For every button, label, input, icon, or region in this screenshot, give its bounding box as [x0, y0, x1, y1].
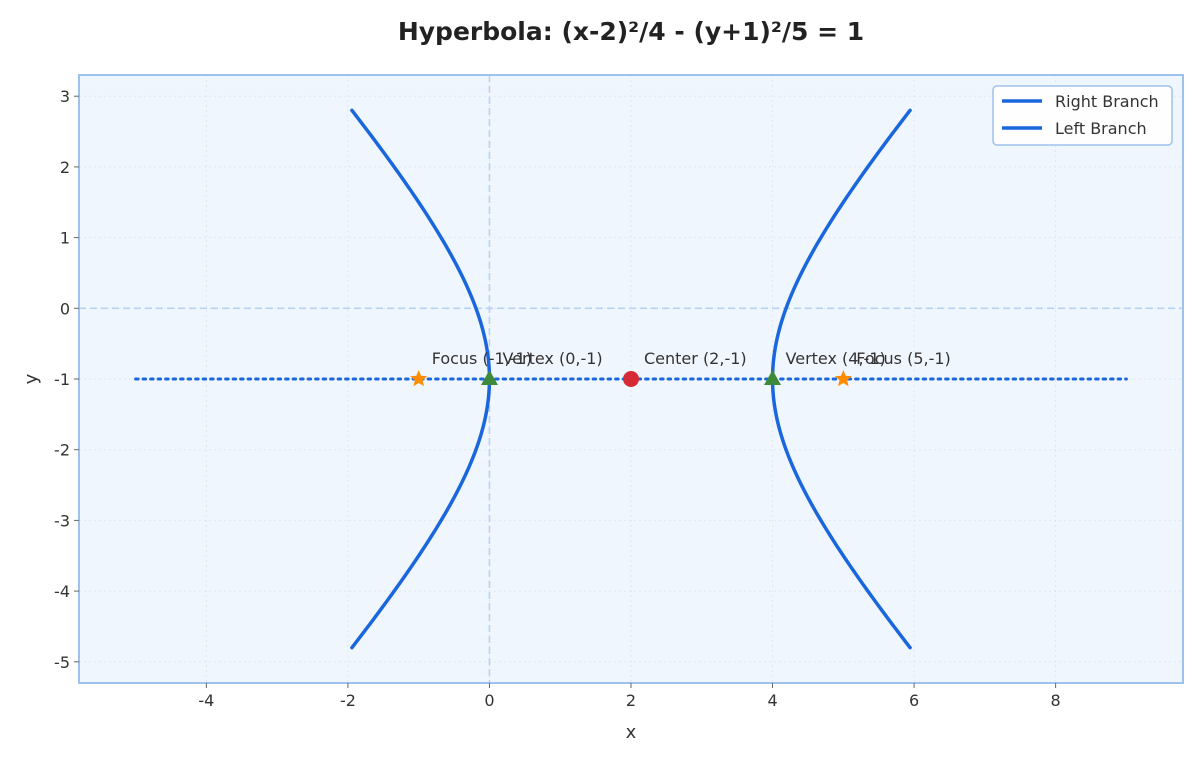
y-tick-label: 0: [60, 299, 70, 318]
x-tick-label: 0: [484, 691, 494, 710]
focus-marker: [834, 370, 852, 387]
y-tick-label: -2: [54, 441, 70, 460]
legend-label: Left Branch: [1055, 119, 1147, 138]
y-tick-label: -3: [54, 511, 70, 530]
x-tick-label: -2: [340, 691, 356, 710]
key-points: [410, 370, 852, 387]
vertex-marker: [764, 370, 782, 385]
y-tick-label: 3: [60, 87, 70, 106]
y-tick-label: 2: [60, 158, 70, 177]
y-tick-label: -4: [54, 582, 70, 601]
x-tick-label: 2: [626, 691, 636, 710]
chart-title: Hyperbola: (x-2)²/4 - (y+1)²/5 = 1: [398, 17, 864, 46]
x-axis-ticks: -4 -2 0 2 4 6 8: [198, 683, 1061, 710]
focus-label: Focus (5,-1): [856, 349, 950, 368]
legend-label: Right Branch: [1055, 92, 1159, 111]
focus-label: Focus (-1,-1): [432, 349, 532, 368]
x-axis-label: x: [626, 722, 637, 743]
y-tick-label: -1: [54, 370, 70, 389]
x-tick-label: 8: [1051, 691, 1061, 710]
y-tick-label: -5: [54, 653, 70, 672]
y-tick-label: 1: [60, 229, 70, 248]
y-axis-ticks: -5 -4 -3 -2 -1 0 1 2 3: [54, 87, 79, 672]
legend: Right Branch Left Branch: [992, 85, 1173, 146]
x-tick-label: -4: [198, 691, 214, 710]
vertex-marker: [480, 370, 498, 385]
y-axis-label: y: [21, 373, 42, 384]
point-annotations: Focus (-1,-1)Vertex (0,-1) Center (2,-1) V…: [432, 349, 951, 368]
x-tick-label: 4: [767, 691, 777, 710]
x-tick-label: 6: [909, 691, 919, 710]
vertex-label: Vertex (4,-1): [786, 349, 886, 368]
focus-marker: [410, 370, 428, 387]
vertex-label: Vertex (0,-1): [502, 349, 602, 368]
center-marker: [623, 371, 639, 387]
center-label: Center (2,-1): [644, 349, 747, 368]
